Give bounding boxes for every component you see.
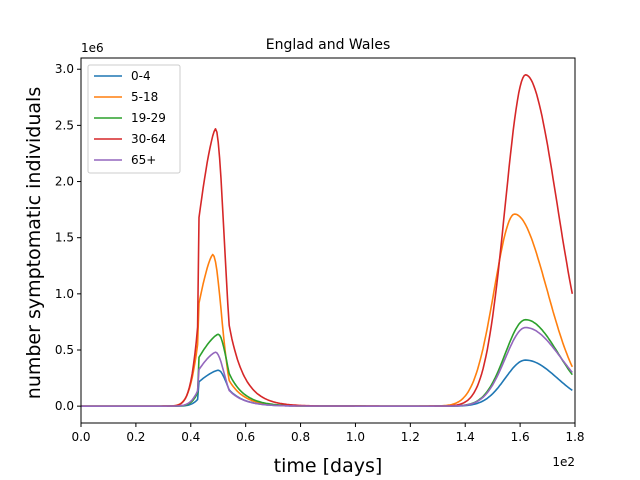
series-layer bbox=[81, 74, 574, 408]
x-tick-label: 1.4 bbox=[456, 430, 475, 444]
y-tick-label: 1.0 bbox=[55, 287, 74, 301]
legend-label: 5-18 bbox=[131, 90, 158, 104]
y-tick-label: 2.5 bbox=[55, 118, 74, 132]
x-axis-label: time [days] bbox=[274, 455, 383, 477]
chart-title: Englad and Wales bbox=[266, 37, 391, 53]
legend-label: 65+ bbox=[131, 153, 156, 167]
x-tick-label: 0.8 bbox=[291, 430, 310, 444]
x-axis: 0.0 0.2 0.4 0.6 0.8 1.0 1.2 1.4 1.6 1.8 bbox=[71, 423, 585, 444]
legend-box bbox=[87, 64, 181, 174]
y-tick-label: 1.5 bbox=[55, 231, 74, 245]
y-tick-label: 0.5 bbox=[55, 343, 74, 357]
y-tick-label: 0.0 bbox=[55, 399, 74, 413]
x-tick-label: 0.6 bbox=[236, 430, 255, 444]
plot-frame bbox=[80, 57, 576, 424]
y-tick-label: 3.0 bbox=[55, 62, 74, 76]
x-tick-label: 1.8 bbox=[565, 430, 584, 444]
legend-label: 30-64 bbox=[131, 132, 166, 146]
legend-label: 19-29 bbox=[131, 111, 166, 125]
legend-label: 0-4 bbox=[131, 69, 151, 83]
x-tick-label: 1.6 bbox=[511, 430, 530, 444]
x-offset-text: 1e2 bbox=[552, 455, 575, 469]
y-axis-label: number symptomatic individuals bbox=[23, 87, 45, 399]
x-tick-label: 1.0 bbox=[346, 430, 365, 444]
y-axis: 0.0 0.5 1.0 1.5 2.0 2.5 3.0 bbox=[55, 62, 81, 413]
x-tick-label: 0.4 bbox=[181, 430, 200, 444]
y-tick-label: 2.0 bbox=[55, 175, 74, 189]
x-tick-label: 0.0 bbox=[71, 430, 90, 444]
y-offset-text: 1e6 bbox=[81, 41, 104, 55]
series-line-65+ bbox=[81, 326, 573, 408]
x-tick-label: 1.2 bbox=[401, 430, 420, 444]
x-tick-label: 0.2 bbox=[126, 430, 145, 444]
legend: 0-4 5-18 19-29 30-64 65+ bbox=[87, 64, 181, 174]
